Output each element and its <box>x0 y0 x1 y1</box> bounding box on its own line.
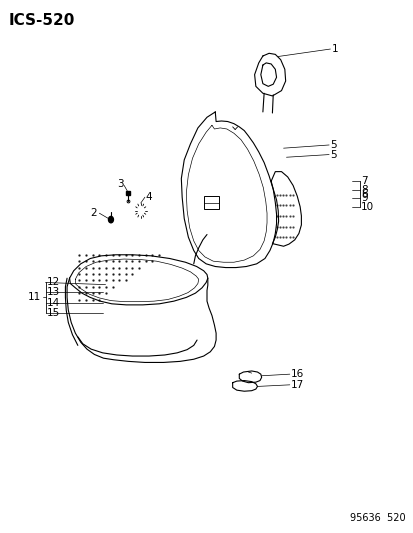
Text: 11: 11 <box>28 293 41 302</box>
Text: 10: 10 <box>360 202 373 212</box>
Text: 5: 5 <box>330 140 336 150</box>
Text: 95636  520: 95636 520 <box>349 513 405 523</box>
Text: 7: 7 <box>360 176 367 186</box>
Text: 4: 4 <box>145 192 152 201</box>
Text: 17: 17 <box>290 380 303 390</box>
Text: 9: 9 <box>360 193 367 203</box>
Text: 6: 6 <box>360 189 367 199</box>
Text: ICS-520: ICS-520 <box>8 13 74 28</box>
Text: 2: 2 <box>90 208 97 218</box>
Text: 3: 3 <box>116 180 123 189</box>
Text: 15: 15 <box>47 308 60 318</box>
Text: 5: 5 <box>330 150 336 159</box>
Circle shape <box>108 216 113 223</box>
Bar <box>203 196 218 209</box>
Text: 13: 13 <box>47 287 60 297</box>
Text: 8: 8 <box>360 185 367 195</box>
Text: 1: 1 <box>331 44 338 54</box>
Text: 14: 14 <box>47 298 60 308</box>
Text: 12: 12 <box>47 278 60 287</box>
Text: 16: 16 <box>290 369 303 379</box>
